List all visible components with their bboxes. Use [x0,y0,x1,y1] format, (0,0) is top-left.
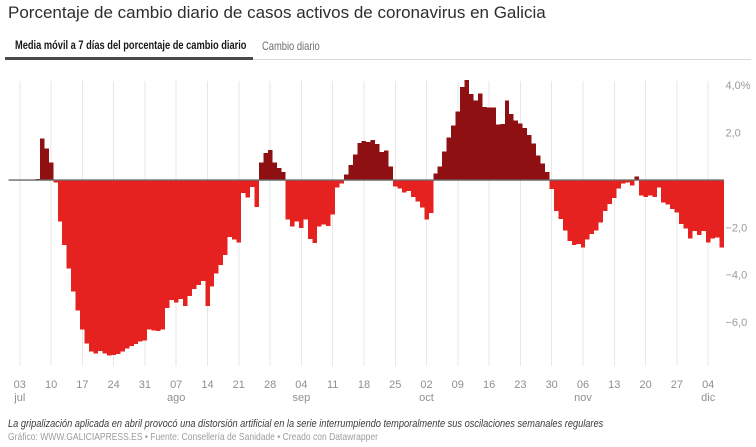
svg-text:27: 27 [671,379,683,391]
svg-text:21: 21 [233,379,245,391]
svg-text:11: 11 [327,379,338,391]
svg-text:nov: nov [574,392,592,404]
svg-text:oct: oct [419,392,434,404]
svg-text:2,0: 2,0 [726,128,741,140]
svg-text:03: 03 [14,379,26,391]
svg-text:−2,0: −2,0 [726,222,748,234]
svg-text:sep: sep [293,392,311,404]
svg-text:dic: dic [701,392,716,404]
svg-text:13: 13 [608,379,620,391]
svg-text:16: 16 [483,379,495,391]
svg-text:jul: jul [13,392,25,404]
svg-text:07: 07 [170,379,182,391]
svg-text:04: 04 [295,379,307,391]
svg-text:17: 17 [76,379,88,391]
svg-text:−4,0: −4,0 [726,270,748,282]
svg-text:09: 09 [452,379,464,391]
svg-text:24: 24 [107,379,119,391]
svg-text:18: 18 [358,379,370,391]
svg-text:28: 28 [264,379,276,391]
svg-text:30: 30 [546,379,558,391]
svg-text:ago: ago [167,392,185,404]
svg-text:10: 10 [45,379,57,391]
svg-text:02: 02 [420,379,432,391]
svg-text:25: 25 [389,379,401,391]
svg-text:23: 23 [514,379,526,391]
svg-text:14: 14 [201,379,213,391]
svg-text:−6,0: −6,0 [726,317,748,329]
svg-text:04: 04 [702,379,714,391]
svg-text:06: 06 [577,379,589,391]
svg-text:4,0%: 4,0% [726,80,751,92]
svg-text:31: 31 [139,379,151,391]
svg-text:20: 20 [639,379,651,391]
